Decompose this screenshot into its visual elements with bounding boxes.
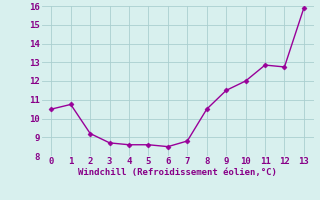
X-axis label: Windchill (Refroidissement éolien,°C): Windchill (Refroidissement éolien,°C)	[78, 168, 277, 177]
